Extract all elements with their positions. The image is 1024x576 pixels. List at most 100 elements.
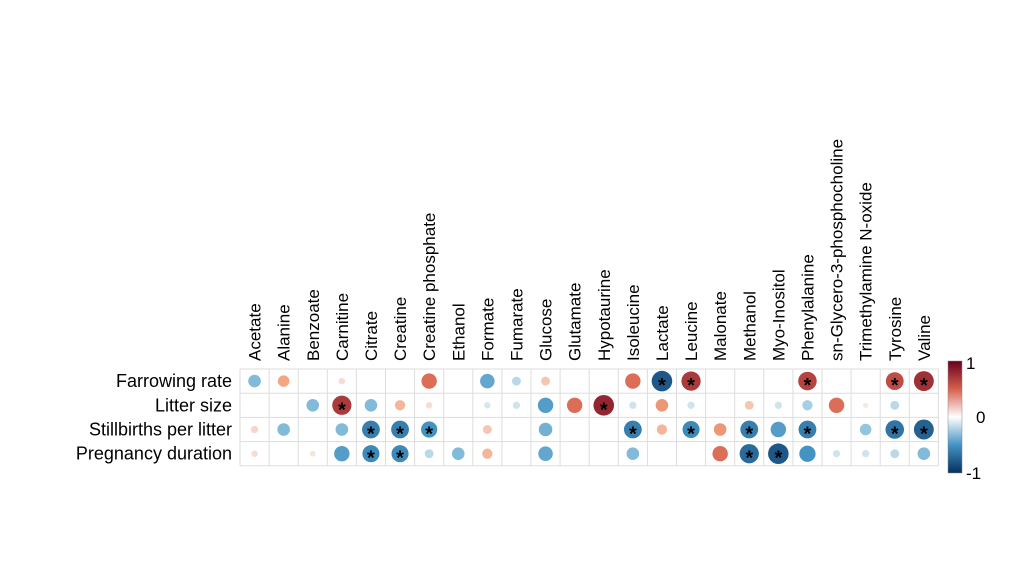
column-label: Phenylalanine: [798, 254, 817, 361]
correlation-circle: [828, 397, 845, 414]
column-label: Hypotaurine: [595, 269, 614, 361]
correlation-circle: [687, 401, 695, 409]
column-label: Trimethylamine N-oxide: [857, 182, 876, 361]
correlation-circle: [744, 400, 754, 410]
correlation-circle: [623, 420, 642, 439]
correlation-circle: [512, 401, 521, 409]
correlation-circle: [480, 373, 495, 389]
correlation-circle: [335, 423, 349, 436]
correlation-circle: [424, 449, 434, 459]
correlation-circle: [740, 420, 759, 439]
correlation-circle: [251, 450, 258, 457]
significance-star: *: [774, 448, 782, 470]
correlation-circle: [681, 371, 701, 391]
correlation-circle: [250, 425, 259, 434]
correlation-cells: * * * * ** ** * * * * * * * ** * * *: [248, 370, 934, 470]
column-label: Formate: [478, 298, 497, 361]
column-labels: Acetate Alanine Benzoate Carnitine Citrate Cr…: [246, 139, 934, 361]
correlation-circle: [798, 420, 817, 439]
column-label: Lactate: [653, 305, 672, 361]
correlation-circle: [713, 423, 727, 436]
row-label: Stillbirths per litter: [89, 420, 232, 440]
correlation-circle: [859, 423, 872, 436]
significance-star: *: [658, 375, 666, 397]
correlation-circle: [362, 445, 380, 463]
correlation-circle: [538, 446, 553, 461]
column-label: Isoleucine: [624, 284, 643, 361]
correlation-circle: [626, 447, 640, 461]
row-label: Litter size: [155, 395, 232, 415]
correlation-circle: [334, 445, 350, 462]
column-label: Citrate: [362, 311, 381, 361]
colorbar-tick-min: -1: [966, 464, 981, 483]
correlation-circle: [364, 399, 378, 412]
correlation-circle: [885, 420, 905, 439]
colorbar-tick-mid: 0: [976, 408, 985, 427]
correlation-circle: [655, 399, 669, 412]
correlation-circle: [890, 449, 900, 459]
significance-star: *: [891, 375, 899, 397]
significance-star: *: [804, 424, 812, 446]
column-label: Valine: [915, 315, 934, 361]
correlation-circle: [421, 421, 438, 438]
correlation-circle: [913, 371, 934, 392]
correlation-circle: [656, 424, 668, 435]
significance-star: *: [920, 424, 928, 446]
correlation-circle: [332, 395, 352, 415]
correlation-circle: [541, 376, 550, 386]
correlation-circle: [832, 450, 841, 458]
correlation-circle: [309, 450, 316, 457]
correlation-circle: [890, 400, 900, 410]
correlation-circle: [391, 420, 409, 439]
correlation-circle: [391, 445, 409, 463]
grid: [239, 368, 939, 467]
colorbar-gradient: [947, 360, 963, 474]
correlation-circle: [682, 420, 700, 439]
significance-star: *: [600, 399, 608, 421]
column-label: Glucose: [537, 299, 556, 361]
correlation-circle: [629, 401, 637, 409]
column-label: Benzoate: [304, 289, 323, 361]
correlation-circle: [566, 397, 583, 414]
significance-star: *: [687, 375, 695, 397]
correlation-circle: [798, 371, 817, 391]
colorbar-tick-max: 1: [966, 354, 975, 373]
column-label: Malonate: [711, 291, 730, 361]
correlation-circle: [913, 419, 934, 440]
correlation-circle: [885, 372, 904, 391]
significance-star: *: [396, 448, 404, 470]
column-label: Glutamate: [566, 283, 585, 361]
correlation-circle: [593, 395, 615, 416]
column-label: Alanine: [275, 304, 294, 361]
correlation-circle: [512, 376, 521, 386]
column-label: Fumarate: [507, 288, 526, 361]
significance-star: *: [367, 424, 375, 446]
correlation-circle: [425, 402, 433, 409]
correlation-circle: [770, 421, 787, 438]
significance-star: *: [367, 448, 375, 470]
correlation-circle: [774, 401, 782, 409]
correlation-circle: [538, 422, 553, 437]
significance-star: *: [745, 448, 753, 470]
column-label: Acetate: [246, 303, 265, 361]
column-label: Ethanol: [449, 303, 468, 361]
significance-star: *: [804, 375, 812, 397]
column-label: sn-Glycero-3-phosphocholine: [828, 139, 847, 361]
correlation-circle: [394, 400, 406, 411]
correlation-circle: [712, 445, 728, 462]
correlation-circle: [421, 373, 437, 389]
correlation-circle: [768, 443, 789, 464]
significance-star: *: [338, 399, 346, 421]
column-label: Carnitine: [333, 293, 352, 361]
column-label: Creatine phosphate: [420, 213, 439, 361]
correlation-circle: [277, 375, 290, 387]
significance-star: *: [629, 424, 637, 446]
column-label: Myo-Inositol: [769, 269, 788, 361]
colorbar: 1 0 -1: [947, 354, 985, 483]
column-label: Tyrosine: [886, 297, 905, 361]
correlation-circle: [248, 374, 261, 388]
column-label: Leucine: [682, 301, 701, 361]
significance-star: *: [687, 424, 695, 446]
column-label: Methanol: [740, 291, 759, 361]
